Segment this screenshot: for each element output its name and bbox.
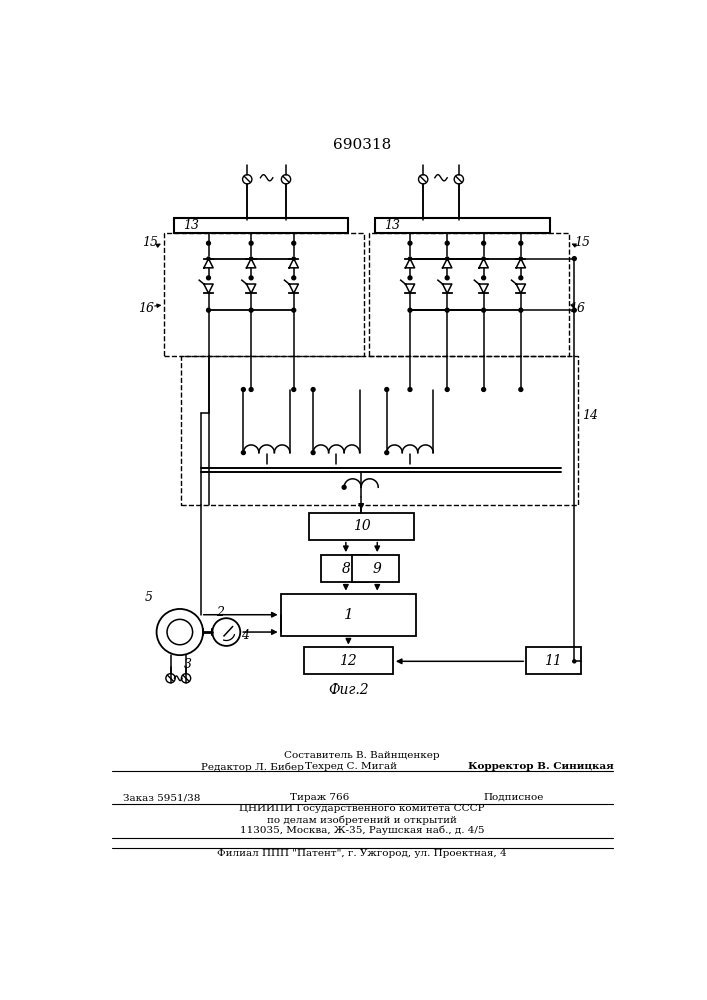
Circle shape <box>445 257 449 260</box>
Circle shape <box>206 276 211 280</box>
Text: 4: 4 <box>241 629 249 642</box>
Text: Техред С. Мигай: Техред С. Мигай <box>305 762 397 771</box>
Circle shape <box>206 241 211 245</box>
Text: по делам изобретений и открытий: по делам изобретений и открытий <box>267 815 457 825</box>
Circle shape <box>408 241 412 245</box>
Text: 9: 9 <box>373 562 382 576</box>
Text: 11: 11 <box>544 654 562 668</box>
Circle shape <box>481 388 486 391</box>
Circle shape <box>292 241 296 245</box>
Circle shape <box>445 308 449 312</box>
Circle shape <box>250 257 252 260</box>
Circle shape <box>408 388 412 391</box>
Text: 10: 10 <box>353 519 370 533</box>
Text: 5: 5 <box>145 591 153 604</box>
Bar <box>353 555 399 582</box>
Circle shape <box>408 308 412 312</box>
Circle shape <box>207 257 210 260</box>
Circle shape <box>241 451 245 455</box>
Text: 14: 14 <box>582 409 598 422</box>
Text: 16: 16 <box>568 302 585 315</box>
Text: ЦНИИПИ Государственного комитета СССР: ЦНИИПИ Государственного комитета СССР <box>239 804 485 813</box>
Circle shape <box>573 660 575 663</box>
Text: Тираж 766: Тираж 766 <box>290 793 349 802</box>
Bar <box>182 356 578 505</box>
Circle shape <box>445 241 449 245</box>
Bar <box>304 647 393 674</box>
Text: Подписное: Подписное <box>484 793 544 802</box>
Circle shape <box>519 388 522 391</box>
Text: Составитель В. Вайнщенкер: Составитель В. Вайнщенкер <box>284 751 440 760</box>
Circle shape <box>249 241 253 245</box>
Circle shape <box>481 241 486 245</box>
Text: 8: 8 <box>341 562 350 576</box>
Circle shape <box>292 276 296 280</box>
Bar <box>369 233 569 356</box>
Text: 15: 15 <box>142 236 158 249</box>
Bar <box>163 233 363 356</box>
Circle shape <box>292 308 296 312</box>
Bar <box>281 594 416 636</box>
Bar <box>309 513 414 540</box>
Circle shape <box>249 388 253 391</box>
Circle shape <box>445 276 449 280</box>
Circle shape <box>311 388 315 391</box>
Text: Редактор Л. Бибер: Редактор Л. Бибер <box>201 762 303 772</box>
Circle shape <box>573 308 576 312</box>
Circle shape <box>249 276 253 280</box>
Circle shape <box>519 276 522 280</box>
Text: Заказ 5951/38: Заказ 5951/38 <box>123 793 201 802</box>
Circle shape <box>573 257 576 261</box>
Text: 3: 3 <box>184 658 192 671</box>
Text: 2: 2 <box>216 606 224 619</box>
Text: 13: 13 <box>183 219 199 232</box>
Text: 1: 1 <box>344 608 354 622</box>
Text: Филиал ППП "Патент", г. Ужгород, ул. Проектная, 4: Филиал ППП "Патент", г. Ужгород, ул. Про… <box>217 849 507 858</box>
Circle shape <box>481 308 486 312</box>
Bar <box>526 647 580 674</box>
Circle shape <box>385 388 389 391</box>
Circle shape <box>519 308 522 312</box>
Text: 16: 16 <box>139 302 155 315</box>
Circle shape <box>206 308 211 312</box>
Circle shape <box>519 257 522 260</box>
Circle shape <box>408 276 412 280</box>
Text: 13: 13 <box>385 219 400 232</box>
Circle shape <box>519 241 522 245</box>
Text: Корректор В. Синицкая: Корректор В. Синицкая <box>468 762 614 771</box>
Circle shape <box>481 276 486 280</box>
Text: 15: 15 <box>574 236 590 249</box>
Circle shape <box>342 485 346 489</box>
Bar <box>321 555 368 582</box>
Text: 113035, Москва, Ж-35, Раушская наб., д. 4/5: 113035, Москва, Ж-35, Раушская наб., д. … <box>240 825 484 835</box>
Circle shape <box>249 308 253 312</box>
Circle shape <box>311 451 315 455</box>
Circle shape <box>292 257 296 260</box>
Circle shape <box>445 388 449 391</box>
Bar <box>375 218 549 233</box>
Text: Фиг.2: Фиг.2 <box>328 683 368 697</box>
Circle shape <box>292 388 296 391</box>
Text: 12: 12 <box>339 654 357 668</box>
Text: 690318: 690318 <box>333 138 391 152</box>
Circle shape <box>241 388 245 391</box>
Circle shape <box>409 257 411 260</box>
Circle shape <box>482 257 485 260</box>
Circle shape <box>385 451 389 455</box>
Bar <box>174 218 348 233</box>
